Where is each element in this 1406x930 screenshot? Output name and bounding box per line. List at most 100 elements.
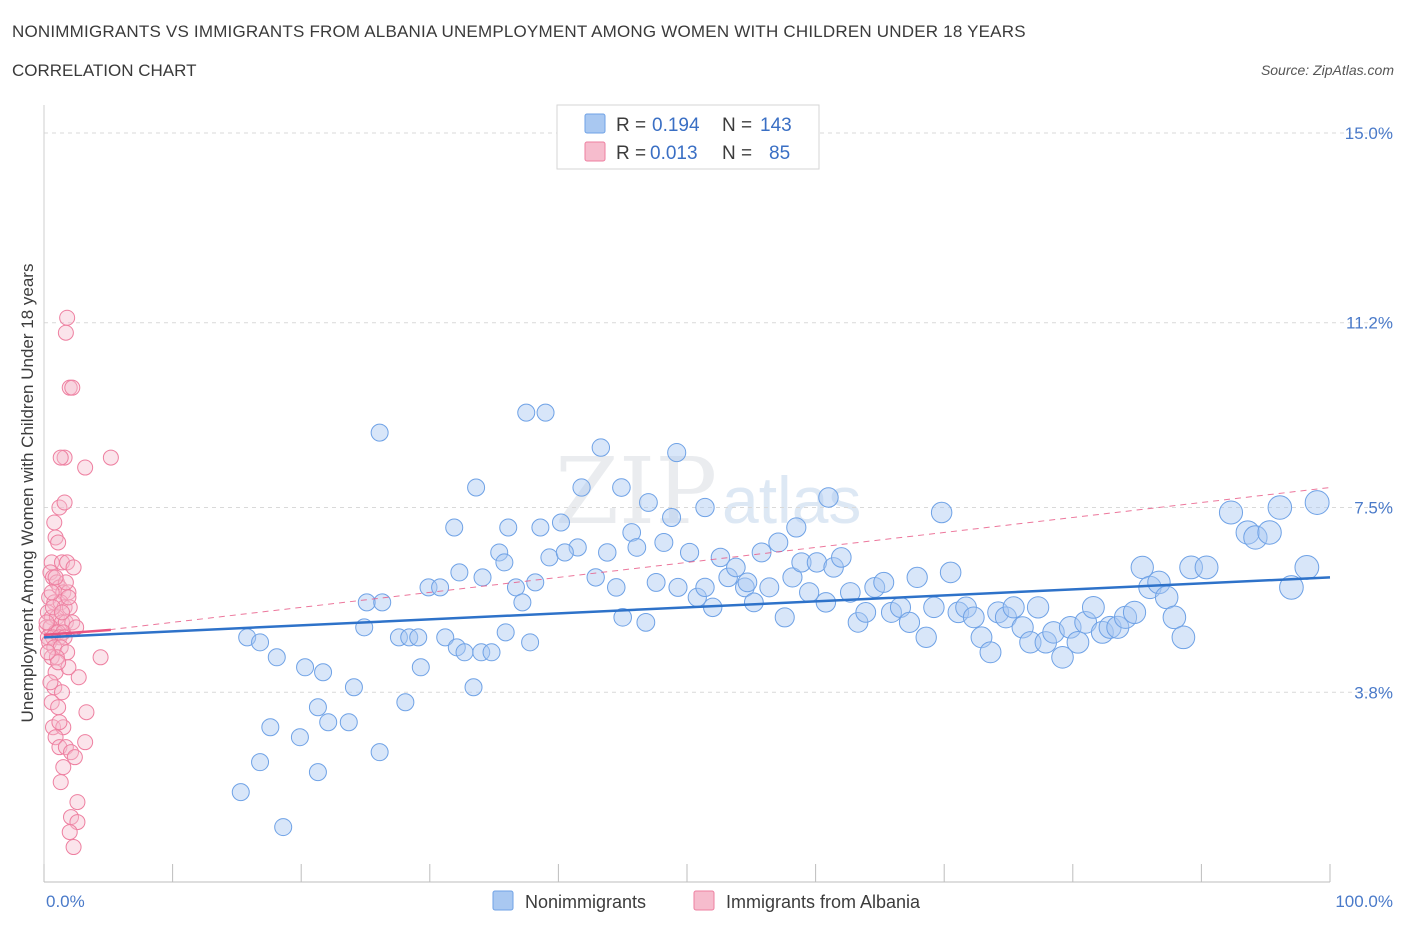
- data-point-albania: [69, 794, 86, 811]
- data-point-nonimmigrant: [526, 573, 545, 592]
- data-point-albania: [50, 654, 67, 671]
- y-axis-label: Unemployment Among Women with Children U…: [18, 264, 37, 723]
- data-point-nonimmigrant: [791, 552, 812, 573]
- data-point-albania: [64, 379, 81, 396]
- data-point-nonimmigrant: [1294, 555, 1320, 580]
- trend-lines: [43, 487, 1331, 639]
- data-point-nonimmigrant: [710, 547, 731, 568]
- data-point-nonimmigrant: [1171, 625, 1196, 650]
- data-point-nonimmigrant: [531, 518, 550, 537]
- chart-title: NONIMMIGRANTS VS IMMIGRANTS FROM ALBANIA…: [12, 22, 1026, 41]
- data-point-albania: [61, 824, 78, 841]
- data-point-nonimmigrant: [1235, 520, 1260, 545]
- data-point-nonimmigrant: [551, 513, 570, 532]
- data-point-nonimmigrant: [1304, 490, 1330, 515]
- data-point-nonimmigrant: [774, 607, 795, 628]
- bottom-legend-label-2: Immigrants from Albania: [726, 892, 921, 912]
- legend-swatch-pink: [584, 141, 606, 162]
- data-point-nonimmigrant: [296, 658, 315, 677]
- bottom-legend-swatch-pink: [693, 890, 715, 911]
- data-point-nonimmigrant: [930, 501, 953, 524]
- legend-n-label-1: N =: [722, 115, 752, 136]
- data-point-albania: [38, 614, 55, 631]
- data-point-nonimmigrant: [389, 628, 408, 647]
- data-point-nonimmigrant: [786, 517, 807, 538]
- y-tick-label: 11.2%: [1346, 314, 1393, 333]
- data-point-nonimmigrant: [898, 611, 921, 633]
- data-point-nonimmigrant: [1011, 616, 1034, 639]
- watermark: ZIP atlas: [555, 438, 861, 545]
- data-point-nonimmigrant: [517, 403, 536, 422]
- data-point-nonimmigrant: [1122, 600, 1147, 624]
- data-point-albania: [39, 644, 56, 661]
- data-point-albania: [70, 669, 87, 686]
- data-point-nonimmigrant: [464, 678, 483, 697]
- data-point-nonimmigrant: [231, 783, 250, 802]
- top-legend: R = 0.194 N = 143 R = 0.013 N = 85: [556, 104, 820, 170]
- legend-swatch-blue: [584, 113, 606, 134]
- data-point-nonimmigrant: [612, 478, 631, 497]
- trend-line-extended: [43, 487, 1331, 638]
- legend-r-value-2: 0.013: [650, 143, 698, 164]
- source-label: Source: ZipAtlas.com: [1260, 62, 1394, 78]
- y-tick-label: 3.8%: [1354, 683, 1393, 702]
- data-point-albania: [60, 659, 77, 676]
- data-point-nonimmigrant: [445, 518, 464, 537]
- data-point-albania: [43, 584, 60, 601]
- data-point-nonimmigrant: [818, 487, 839, 508]
- data-point-nonimmigrant: [806, 552, 828, 573]
- data-point-nonimmigrant: [319, 713, 338, 732]
- data-point-nonimmigrant: [1243, 525, 1268, 550]
- data-point-nonimmigrant: [915, 626, 937, 648]
- legend-n-value-1: 143: [760, 115, 792, 136]
- data-point-nonimmigrant: [979, 641, 1002, 664]
- chart-subtitle: CORRELATION CHART: [12, 61, 197, 80]
- data-point-nonimmigrant: [431, 578, 450, 597]
- data-point-nonimmigrant: [662, 507, 682, 528]
- data-point-nonimmigrant: [261, 718, 280, 737]
- data-point-nonimmigrant: [718, 567, 738, 588]
- data-point-nonimmigrant: [396, 693, 415, 712]
- data-point-nonimmigrant: [591, 438, 611, 457]
- x-tick-label-min: 0.0%: [46, 892, 85, 911]
- data-point-nonimmigrant: [1074, 610, 1098, 634]
- data-point-albania: [47, 729, 64, 746]
- data-point-nonimmigrant: [251, 753, 270, 772]
- data-point-nonimmigrant: [1019, 631, 1042, 654]
- data-point-nonimmigrant: [627, 538, 647, 557]
- legend-n-label-2: N =: [722, 143, 752, 164]
- svg-text:ZIP: ZIP: [555, 438, 717, 545]
- data-point-nonimmigrant: [472, 643, 491, 662]
- data-point-nonimmigrant: [939, 561, 962, 584]
- data-point-albania: [57, 324, 74, 341]
- data-point-nonimmigrant: [455, 643, 474, 662]
- x-tick-label-max: 100.0%: [1335, 892, 1393, 911]
- data-point-nonimmigrant: [1058, 616, 1082, 639]
- data-point-nonimmigrant: [598, 543, 617, 562]
- data-point-albania: [54, 604, 71, 621]
- data-point-nonimmigrant: [1042, 621, 1065, 644]
- data-point-nonimmigrant: [654, 532, 674, 552]
- y-tick-label: 15.0%: [1345, 124, 1393, 143]
- data-point-nonimmigrant: [695, 577, 715, 598]
- data-point-nonimmigrant: [370, 423, 389, 442]
- data-point-nonimmigrant: [267, 648, 286, 667]
- data-point-albania: [65, 839, 82, 856]
- data-point-nonimmigrant: [482, 643, 501, 662]
- x-ticks: [43, 864, 1331, 882]
- data-point-nonimmigrant: [668, 577, 688, 597]
- data-point-nonimmigrant: [370, 743, 389, 762]
- data-point-nonimmigrant: [400, 628, 419, 647]
- data-point-nonimmigrant: [1162, 605, 1187, 630]
- data-point-albania: [56, 494, 73, 511]
- data-point-nonimmigrant: [1257, 520, 1282, 545]
- data-point-nonimmigrant: [726, 557, 746, 578]
- data-point-nonimmigrant: [373, 593, 392, 612]
- data-point-nonimmigrant: [639, 493, 658, 512]
- data-point-nonimmigrant: [586, 568, 605, 587]
- data-point-albania: [46, 514, 63, 531]
- data-point-nonimmigrant: [513, 593, 532, 612]
- data-point-nonimmigrant: [409, 628, 428, 647]
- data-point-nonimmigrant: [735, 577, 755, 598]
